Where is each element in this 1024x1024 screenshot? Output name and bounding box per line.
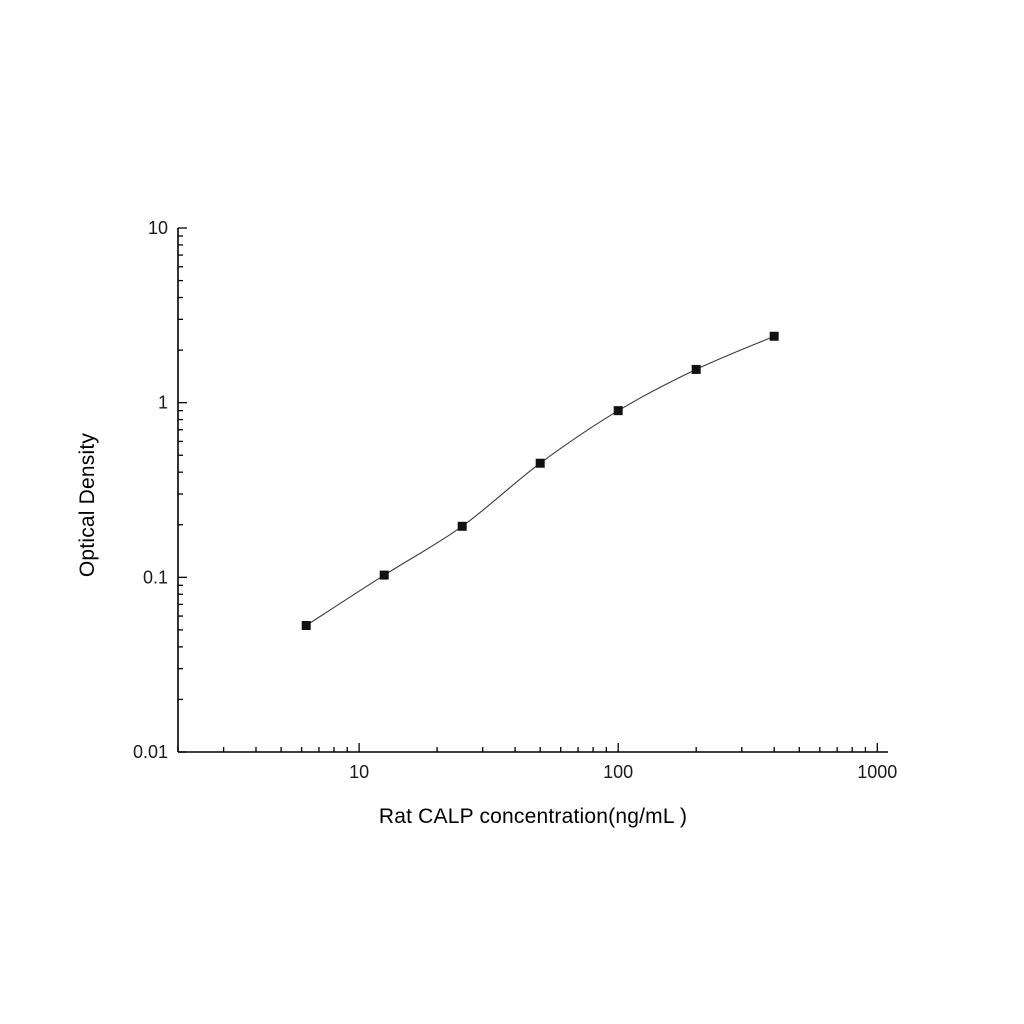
data-point-marker [301,620,311,630]
y-tick-label: 0.1 [143,567,168,587]
y-tick-label: 1 [158,393,168,413]
standard-curve-line [305,335,775,626]
data-point-marker [769,331,779,341]
x-axis-title: Rat CALP concentration(ng/mL ) [378,805,688,828]
data-point-marker [379,570,389,580]
y-tick-label: 10 [148,218,168,238]
data-point-marker [535,458,545,468]
x-tick-label: 100 [603,762,633,782]
y-axis-title: Optical Density [76,432,99,578]
x-tick-label: 10 [349,762,369,782]
data-point-marker [457,521,467,531]
x-tick-label: 1000 [857,762,897,782]
data-point-marker [613,406,623,416]
y-tick-label: 0.01 [133,742,168,762]
data-point-marker [691,364,701,374]
